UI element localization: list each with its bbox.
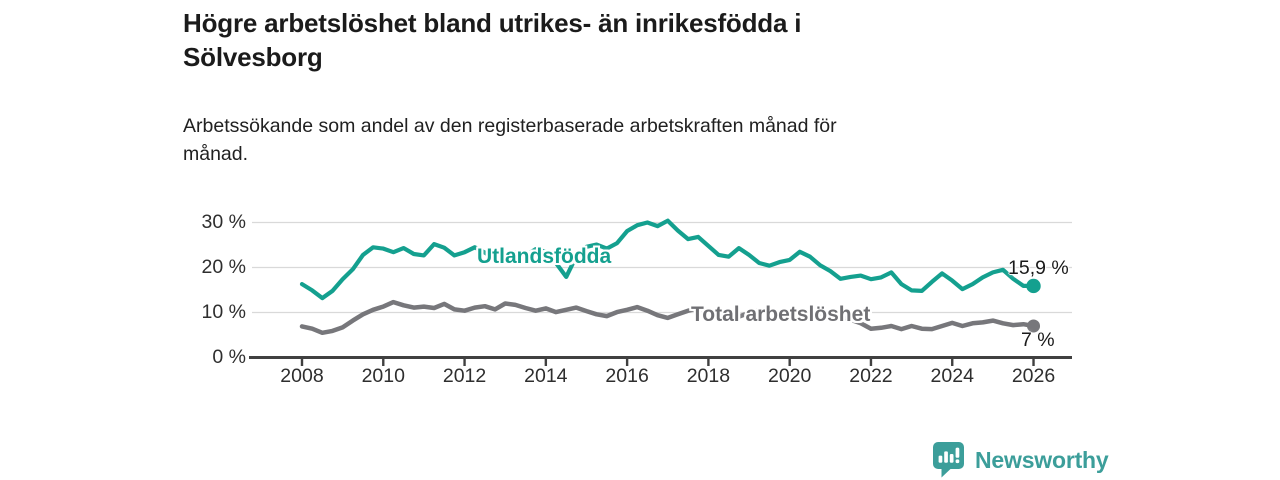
newsworthy-logo-icon (933, 442, 964, 478)
series-end-dot-total-arbetsloshet (1027, 319, 1041, 333)
y-axis-tick-label: 0 % (212, 345, 246, 368)
series-label-utlandsfodda: Utlandsfödda (477, 245, 612, 268)
chart-title: Högre arbetslöshet bland utrikes- än inr… (183, 8, 802, 72)
end-value-label-total-arbetsloshet: 7 % (1021, 329, 1055, 351)
x-axis-tick-label: 2018 (686, 365, 731, 387)
y-axis-tick-label: 10 % (201, 300, 246, 323)
series-end-dot-utlandsfodda (1026, 278, 1041, 294)
x-axis-tick-label: 2014 (524, 365, 568, 387)
y-axis-tick-label: 30 % (201, 210, 246, 233)
x-axis-tick-label: 2010 (361, 365, 405, 387)
x-axis-tick-label: 2016 (605, 365, 649, 387)
x-axis-tick-label: 2008 (280, 365, 324, 387)
series-line-utlandsfodda (299, 218, 1036, 301)
newsworthy-logo-text: Newsworthy (975, 446, 1109, 473)
series-label-total-arbetsloshet: Total arbetslöshet (691, 303, 871, 326)
chart-subtitle: Arbetssökande som andel av den registerb… (183, 115, 837, 166)
x-axis-tick-label: 2026 (1011, 365, 1056, 387)
y-axis-tick-label: 20 % (201, 255, 246, 278)
series-line-total-arbetsloshet (299, 299, 1036, 336)
x-axis-tick-label: 2024 (930, 365, 974, 387)
x-axis-tick-label: 2022 (849, 365, 893, 387)
x-axis-tick-label: 2020 (767, 365, 812, 387)
newsworthy-logo: Newsworthy (933, 442, 1109, 478)
end-value-label-utlandsfodda: 15,9 % (1008, 257, 1069, 279)
x-axis-tick-label: 2012 (442, 365, 487, 387)
